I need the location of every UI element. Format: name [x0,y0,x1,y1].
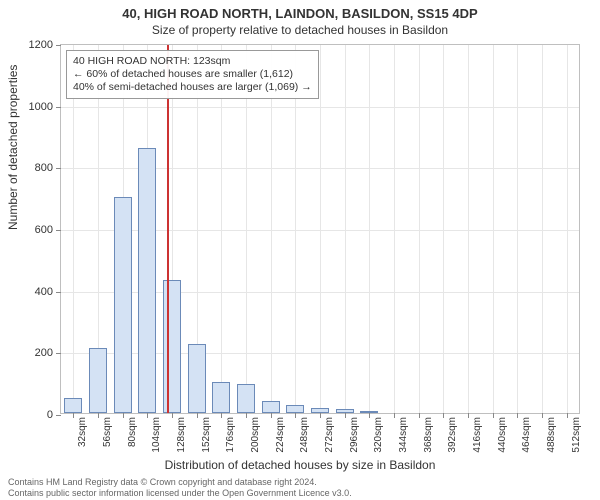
xtick-mark [369,413,370,418]
xtick-mark [517,413,518,418]
xtick-label: 272sqm [324,417,335,453]
xtick-mark [567,413,568,418]
xtick-label: 440sqm [497,417,508,453]
xtick-label: 344sqm [398,417,409,453]
histogram-bar [163,280,181,413]
xtick-label: 224sqm [275,417,286,453]
ytick-label: 600 [13,224,53,236]
gridline-vertical [369,45,370,413]
ytick-mark [56,415,61,416]
ytick-mark [56,168,61,169]
xtick-mark [295,413,296,418]
gridline-vertical [246,45,247,413]
gridline-vertical [271,45,272,413]
gridline-vertical [542,45,543,413]
gridline-vertical [320,45,321,413]
gridline-vertical [443,45,444,413]
xtick-mark [320,413,321,418]
plot-region: 02004006008001000120032sqm56sqm80sqm104s… [60,44,580,414]
xtick-label: 104sqm [151,417,162,453]
ytick-label: 1200 [13,39,53,51]
gridline-vertical [468,45,469,413]
xtick-mark [419,413,420,418]
xtick-mark [271,413,272,418]
ytick-label: 200 [13,347,53,359]
histogram-bar [212,382,230,413]
y-axis-label: Number of detached properties [6,65,20,230]
histogram-bar [360,411,378,413]
ytick-mark [56,45,61,46]
xtick-label: 296sqm [349,417,360,453]
xtick-label: 128sqm [176,417,187,453]
xtick-label: 152sqm [201,417,212,453]
marker-line [167,45,169,413]
xtick-mark [221,413,222,418]
xtick-mark [468,413,469,418]
ytick-label: 800 [13,162,53,174]
gridline-vertical [419,45,420,413]
ytick-mark [56,230,61,231]
histogram-bar [237,384,255,413]
xtick-label: 488sqm [546,417,557,453]
gridline-vertical [221,45,222,413]
gridline-vertical [295,45,296,413]
histogram-bar [64,398,82,413]
ytick-mark [56,353,61,354]
xtick-mark [394,413,395,418]
histogram-bar [311,408,329,413]
ytick-mark [56,292,61,293]
xtick-label: 320sqm [373,417,384,453]
gridline-vertical [517,45,518,413]
xtick-mark [246,413,247,418]
xtick-label: 32sqm [77,417,88,447]
xtick-label: 464sqm [521,417,532,453]
page-subtitle: Size of property relative to detached ho… [0,21,600,41]
ytick-mark [56,107,61,108]
gridline-vertical [73,45,74,413]
histogram-bar [286,405,304,413]
ytick-label: 1000 [13,101,53,113]
info-box-line: 40% of semi-detached houses are larger (… [73,81,312,94]
xtick-label: 512sqm [571,417,582,453]
info-box-line: 40 HIGH ROAD NORTH: 123sqm [73,55,312,68]
xtick-mark [123,413,124,418]
histogram-bar [89,348,107,413]
xtick-label: 368sqm [423,417,434,453]
xtick-mark [98,413,99,418]
gridline-vertical [394,45,395,413]
histogram-bar [336,409,354,413]
ytick-label: 0 [13,409,53,421]
histogram-bar [114,197,132,413]
xtick-mark [542,413,543,418]
gridline-vertical [493,45,494,413]
xtick-mark [493,413,494,418]
plot-area: 02004006008001000120032sqm56sqm80sqm104s… [60,44,580,414]
xtick-label: 200sqm [250,417,261,453]
xtick-label: 80sqm [127,417,138,447]
histogram-bar [262,401,280,413]
histogram-bar [188,344,206,413]
page-title: 40, HIGH ROAD NORTH, LAINDON, BASILDON, … [0,0,600,21]
xtick-mark [345,413,346,418]
xtick-label: 392sqm [447,417,458,453]
info-box: 40 HIGH ROAD NORTH: 123sqm ← 60% of deta… [66,50,319,99]
histogram-bar [138,148,156,413]
xtick-label: 176sqm [225,417,236,453]
ytick-label: 400 [13,286,53,298]
footer-line: Contains public sector information licen… [8,488,352,498]
footer-line: Contains HM Land Registry data © Crown c… [8,477,352,487]
xtick-mark [73,413,74,418]
x-axis-label: Distribution of detached houses by size … [0,458,600,472]
gridline-vertical [345,45,346,413]
xtick-mark [172,413,173,418]
xtick-mark [147,413,148,418]
footer: Contains HM Land Registry data © Crown c… [8,477,352,498]
xtick-label: 56sqm [102,417,113,447]
info-box-line: ← 60% of detached houses are smaller (1,… [73,68,312,81]
xtick-label: 416sqm [472,417,483,453]
gridline-vertical [567,45,568,413]
xtick-label: 248sqm [299,417,310,453]
xtick-mark [443,413,444,418]
xtick-mark [197,413,198,418]
